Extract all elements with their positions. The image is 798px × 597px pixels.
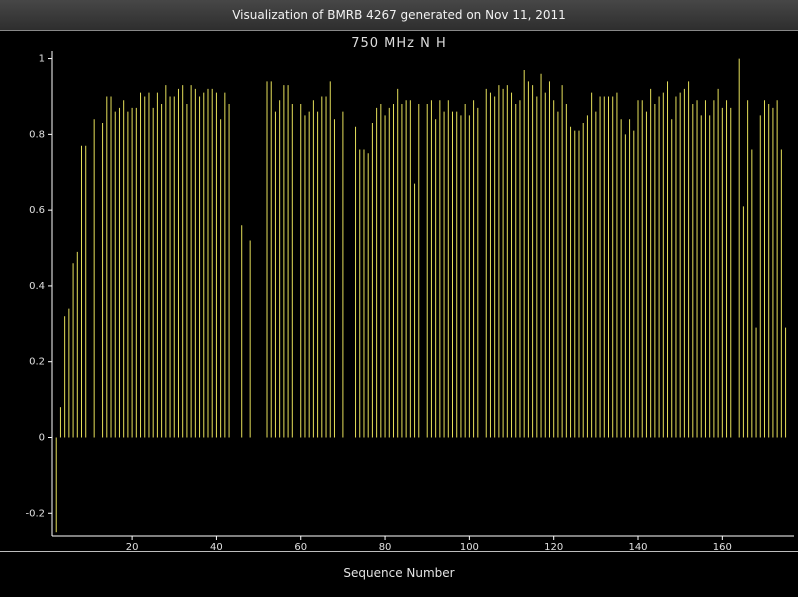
- plot-area: 750 MHz N H -0.2 0 0.2 0.4 0.6 0.8 1 20 40 60 80 10…: [0, 31, 798, 553]
- x-tick-label: 160: [713, 542, 732, 551]
- x-tick-label: 60: [294, 542, 307, 551]
- y-tick-label: 0.6: [29, 205, 45, 216]
- x-tick-label: 100: [460, 542, 479, 551]
- x-tick-label: 20: [126, 542, 139, 551]
- y-tick-label: 0.4: [29, 281, 45, 292]
- x-axis-label: Sequence Number: [343, 566, 455, 580]
- y-tick-label: 0: [39, 432, 45, 443]
- x-tick-label: 120: [544, 542, 563, 551]
- y-tick-label: 0.2: [29, 357, 45, 368]
- window-title: Visualization of BMRB 4267 generated on …: [232, 8, 566, 22]
- x-tick-label: 80: [379, 542, 392, 551]
- y-tick-label: -0.2: [25, 508, 45, 519]
- chart-title: 750 MHz N H: [351, 36, 447, 51]
- bars-group: [55, 58, 787, 533]
- x-tick-label: 40: [210, 542, 223, 551]
- window-title-bar: Visualization of BMRB 4267 generated on …: [0, 0, 798, 31]
- footer: Sequence Number: [0, 551, 798, 597]
- y-tick-label: 0.8: [29, 129, 45, 140]
- x-tick-label: 140: [628, 542, 647, 551]
- y-tick-label: 1: [39, 54, 45, 65]
